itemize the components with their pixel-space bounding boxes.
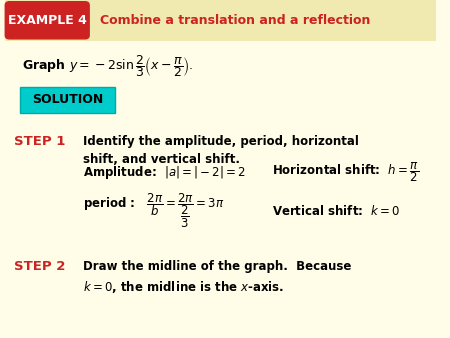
- Text: SOLUTION: SOLUTION: [32, 93, 103, 106]
- Text: Graph $y = -2 \sin \dfrac{2}{3}\left(x - \dfrac{\pi}{2}\right).$: Graph $y = -2 \sin \dfrac{2}{3}\left(x -…: [22, 53, 194, 79]
- Text: Amplitude:  $|a| = |-2| = 2$: Amplitude: $|a| = |-2| = 2$: [83, 164, 246, 181]
- Text: Combine a translation and a reflection: Combine a translation and a reflection: [100, 14, 370, 27]
- Text: Vertical shift:  $k = 0$: Vertical shift: $k = 0$: [272, 204, 400, 218]
- Text: EXAMPLE 4: EXAMPLE 4: [8, 14, 87, 27]
- Text: Horizontal shift:  $h = \dfrac{\pi}{2}$: Horizontal shift: $h = \dfrac{\pi}{2}$: [272, 161, 419, 184]
- Text: period :   $\dfrac{2\pi}{b} = \dfrac{2\pi}{\dfrac{2}{3}} = 3\pi$: period : $\dfrac{2\pi}{b} = \dfrac{2\pi}…: [83, 192, 224, 231]
- FancyBboxPatch shape: [20, 87, 115, 113]
- FancyBboxPatch shape: [5, 0, 436, 41]
- Text: Identify the amplitude, period, horizontal
shift, and vertical shift.: Identify the amplitude, period, horizont…: [83, 135, 359, 166]
- Text: STEP 2: STEP 2: [14, 260, 65, 273]
- Text: Draw the midline of the graph.  Because
$k = 0$, the midline is the $x$-axis.: Draw the midline of the graph. Because $…: [83, 260, 351, 295]
- FancyBboxPatch shape: [5, 2, 89, 39]
- Text: STEP 1: STEP 1: [14, 135, 65, 148]
